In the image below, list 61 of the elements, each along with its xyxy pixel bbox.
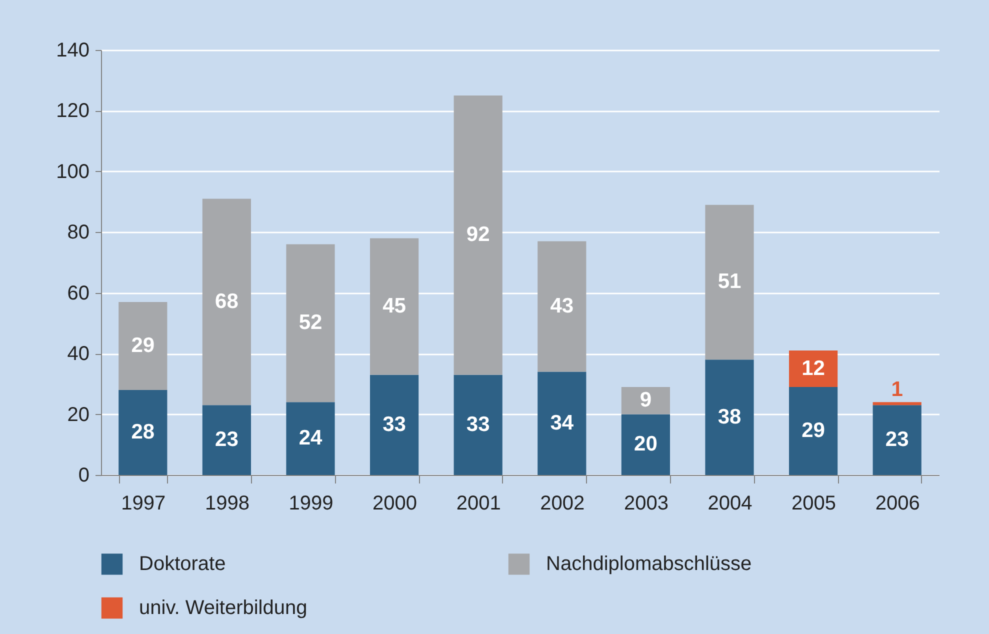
bar (370, 374, 419, 475)
bar (538, 372, 586, 475)
bar (872, 405, 922, 475)
bar (789, 350, 838, 387)
data-label: 9 (640, 388, 652, 412)
legend-label: Doktorate (139, 553, 226, 576)
bar (621, 386, 670, 414)
data-label: 68 (215, 290, 239, 313)
data-label: 1 (891, 378, 904, 402)
y-tick-label: 120 (56, 100, 90, 122)
x-tick-label: 1997 (121, 492, 166, 514)
bar (705, 360, 754, 475)
y-tick-label: 0 (78, 464, 90, 486)
x-tick-label: 1999 (288, 492, 334, 514)
x-tick-label: 2002 (540, 492, 585, 514)
data-label: 52 (298, 311, 322, 334)
data-label: 12 (802, 356, 825, 380)
x-tick-label: 2006 (875, 492, 920, 514)
data-label: 29 (802, 418, 825, 442)
x-tick-label: 2004 (708, 492, 752, 514)
data-label: 23 (885, 428, 909, 452)
data-label: 24 (298, 426, 322, 450)
data-label: 23 (215, 428, 238, 452)
data-label: 33 (466, 412, 490, 436)
legend-label: univ. Weiterbildung (139, 597, 308, 619)
bar (789, 386, 838, 475)
bar (286, 402, 335, 475)
y-tick-label: 40 (67, 343, 90, 366)
data-label: 38 (718, 405, 742, 428)
data-label: 28 (131, 420, 155, 444)
data-label: 33 (382, 412, 406, 436)
x-tick-label: 2005 (792, 492, 836, 514)
legend-label: Nachdiplomabschlüsse (546, 553, 752, 576)
data-label: 92 (466, 223, 490, 246)
x-tick-label: 1998 (204, 492, 250, 514)
y-tick-label: 20 (67, 404, 90, 426)
bar (118, 302, 168, 390)
x-tick-label: 2003 (624, 492, 668, 514)
data-label: 20 (634, 432, 658, 456)
y-tick-label: 60 (67, 282, 90, 304)
y-tick-label: 140 (56, 40, 90, 62)
bar (872, 402, 922, 406)
data-label: 45 (382, 294, 406, 318)
bar (202, 198, 251, 406)
x-tick-label: 2001 (456, 492, 501, 514)
bar (202, 405, 251, 475)
y-tick-label: 80 (67, 222, 90, 244)
bar (621, 414, 670, 475)
bar (370, 238, 419, 375)
bar (538, 241, 586, 372)
x-tick-label: 2000 (372, 492, 418, 514)
y-tick-label: 100 (56, 160, 90, 183)
bar (118, 390, 168, 475)
data-label: 34 (550, 411, 574, 434)
bar (705, 204, 754, 360)
data-label: 51 (718, 270, 742, 294)
bar (286, 244, 335, 402)
data-label: 29 (131, 334, 155, 357)
bar (454, 374, 502, 475)
bar (454, 96, 502, 375)
data-label: 43 (550, 294, 574, 318)
